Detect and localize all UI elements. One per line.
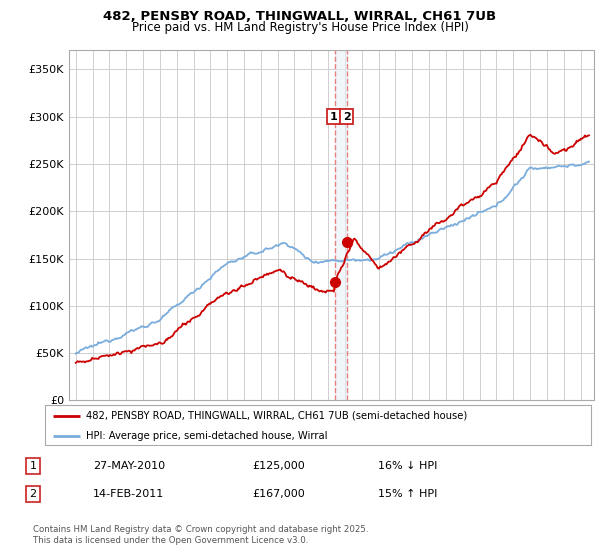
Text: Price paid vs. HM Land Registry's House Price Index (HPI): Price paid vs. HM Land Registry's House … [131, 21, 469, 34]
Text: £125,000: £125,000 [252, 461, 305, 471]
Text: 1: 1 [29, 461, 37, 471]
Text: 2: 2 [29, 489, 37, 499]
Text: 2: 2 [343, 111, 350, 122]
Text: 27-MAY-2010: 27-MAY-2010 [93, 461, 165, 471]
Text: 1: 1 [329, 111, 337, 122]
Text: 14-FEB-2011: 14-FEB-2011 [93, 489, 164, 499]
Text: HPI: Average price, semi-detached house, Wirral: HPI: Average price, semi-detached house,… [86, 431, 328, 441]
Text: 482, PENSBY ROAD, THINGWALL, WIRRAL, CH61 7UB: 482, PENSBY ROAD, THINGWALL, WIRRAL, CH6… [103, 10, 497, 22]
Text: 15% ↑ HPI: 15% ↑ HPI [378, 489, 437, 499]
Text: 16% ↓ HPI: 16% ↓ HPI [378, 461, 437, 471]
Bar [335, 50, 347, 400]
Text: £167,000: £167,000 [252, 489, 305, 499]
Text: Contains HM Land Registry data © Crown copyright and database right 2025.
This d: Contains HM Land Registry data © Crown c… [33, 525, 368, 545]
Text: 482, PENSBY ROAD, THINGWALL, WIRRAL, CH61 7UB (semi-detached house): 482, PENSBY ROAD, THINGWALL, WIRRAL, CH6… [86, 411, 467, 421]
